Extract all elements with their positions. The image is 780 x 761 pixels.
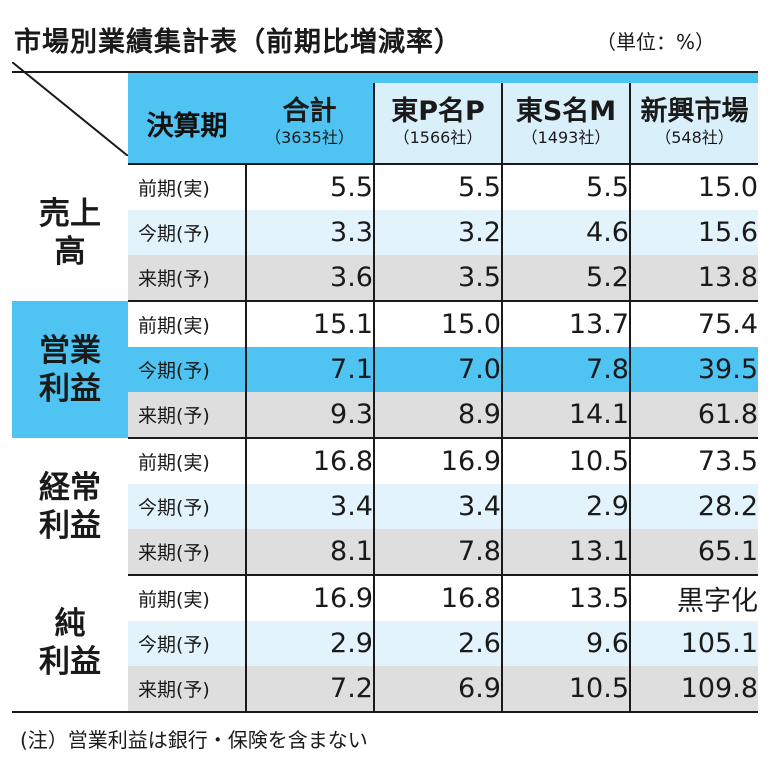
corner-diagonal (12, 62, 128, 156)
value-cell: 13.8 (629, 255, 758, 301)
value-cell: 10.5 (501, 666, 630, 712)
value-cell: 61.8 (629, 392, 758, 438)
value-cell: 4.6 (501, 210, 630, 255)
value-cell: 黒字化 (629, 574, 758, 621)
period-header: 決算期 (128, 83, 246, 164)
value-cell: 16.8 (246, 437, 374, 484)
value-cell: 75.4 (629, 300, 758, 347)
table-row: 売上 高前期(実) 5.5 5.5 5.5 15.0 (12, 163, 758, 301)
value-cell: 39.5 (629, 347, 758, 392)
market-header-standard: 東S名M （1493社） (501, 83, 630, 164)
value-cell: 16.9 (373, 437, 502, 484)
value-cell: 9.6 (501, 621, 630, 666)
value-cell: 8.9 (373, 392, 502, 438)
value-cell: 15.1 (246, 300, 374, 347)
metric-label-operating-profit: 営業 利益 (12, 301, 128, 438)
table-corner (12, 62, 128, 164)
value-cell: 14.1 (501, 392, 630, 438)
footnote: (注）営業利益は銀行・保険を含まない (20, 728, 368, 752)
table-row: 今期(予) 3.3 3.2 4.6 15.6 (12, 210, 758, 255)
value-cell: 2.9 (246, 621, 374, 666)
table-row: 経常 利益 前期(実) 16.8 16.9 10.5 73.5 (12, 437, 758, 575)
table-row: 来期(予) 8.1 7.8 13.1 65.1 (12, 529, 758, 575)
value-cell: 8.1 (246, 529, 374, 575)
value-cell: 9.3 (246, 392, 374, 438)
period-cell: 今期(予) (128, 210, 247, 255)
table-row: 営業 利益 前期(実) 15.1 15.0 13.7 75.4 (12, 300, 758, 438)
value-cell: 105.1 (629, 621, 758, 666)
value-cell: 13.5 (501, 574, 630, 621)
value-cell: 7.0 (373, 347, 502, 392)
period-cell: 前期(実) (128, 163, 247, 210)
period-cell: 来期(予) (128, 666, 247, 712)
value-cell: 7.8 (373, 529, 502, 575)
table-row: 今期(予) 7.1 7.0 7.8 39.5 (12, 347, 758, 392)
period-cell: 来期(予) (128, 255, 247, 301)
value-cell: 65.1 (629, 529, 758, 575)
period-cell: 前期(実) (128, 437, 247, 484)
metric-label-net-profit: 純 利益 (12, 575, 128, 712)
value-cell: 7.8 (501, 347, 630, 392)
market-header-prime: 東P名P （1566社） (373, 83, 502, 164)
unit-label: （単位：%） (596, 30, 716, 54)
period-cell: 来期(予) (128, 392, 247, 438)
value-cell: 5.5 (246, 163, 374, 210)
metric-label-sales: 売上 高 (12, 164, 128, 301)
value-cell: 5.2 (501, 255, 630, 301)
value-cell: 6.9 (373, 666, 502, 712)
results-table: 決算期 合計 （3635社） 東P名P （1566社） 東S名M （1493社）… (12, 62, 758, 713)
table-row: 今期(予) 3.4 3.4 2.9 28.2 (12, 484, 758, 529)
period-cell: 前期(実) (128, 300, 247, 347)
market-header-growth: 新興市場 （548社） (629, 83, 758, 164)
value-cell: 16.9 (246, 574, 374, 621)
value-cell: 5.5 (501, 163, 630, 210)
value-cell: 3.5 (373, 255, 502, 301)
period-cell: 来期(予) (128, 529, 247, 575)
value-cell: 3.2 (373, 210, 502, 255)
value-cell: 15.0 (629, 163, 758, 210)
table-row: 来期(予) 9.3 8.9 14.1 61.8 (12, 392, 758, 438)
table-body: 売上 高前期(実) 5.5 5.5 5.5 15.0 今期(予) 3.3 3.2 4.6 15.6… (12, 163, 758, 712)
table-row: 今期(予) 2.9 2.6 9.6 105.1 (12, 621, 758, 666)
value-cell: 2.9 (501, 484, 630, 529)
table-row: 純 利益 前期(実) 16.9 16.8 13.5 黒字化 (12, 574, 758, 712)
value-cell: 13.7 (501, 300, 630, 347)
metric-label-ordinary-profit: 経常 利益 (12, 438, 128, 575)
value-cell: 3.6 (246, 255, 374, 301)
period-cell: 前期(実) (128, 574, 247, 621)
period-cell: 今期(予) (128, 484, 247, 529)
period-cell: 今期(予) (128, 621, 247, 666)
value-cell: 10.5 (501, 437, 630, 484)
market-header-total: 合計 （3635社） (246, 83, 374, 164)
value-cell: 2.6 (373, 621, 502, 666)
value-cell: 3.3 (246, 210, 374, 255)
value-cell: 7.2 (246, 666, 374, 712)
value-cell: 5.5 (373, 163, 502, 210)
period-cell: 今期(予) (128, 347, 247, 392)
value-cell: 7.1 (246, 347, 374, 392)
table-row: 来期(予) 3.6 3.5 5.2 13.8 (12, 255, 758, 301)
value-cell: 109.8 (629, 666, 758, 712)
value-cell: 3.4 (373, 484, 502, 529)
value-cell: 16.8 (373, 574, 502, 621)
value-cell: 3.4 (246, 484, 374, 529)
table-row: 来期(予) 7.2 6.9 10.5 109.8 (12, 666, 758, 712)
value-cell: 73.5 (629, 437, 758, 484)
value-cell: 15.6 (629, 210, 758, 255)
value-cell: 28.2 (629, 484, 758, 529)
value-cell: 13.1 (501, 529, 630, 575)
value-cell: 15.0 (373, 300, 502, 347)
page-title: 市場別業績集計表（前期比増減率） (14, 27, 462, 58)
